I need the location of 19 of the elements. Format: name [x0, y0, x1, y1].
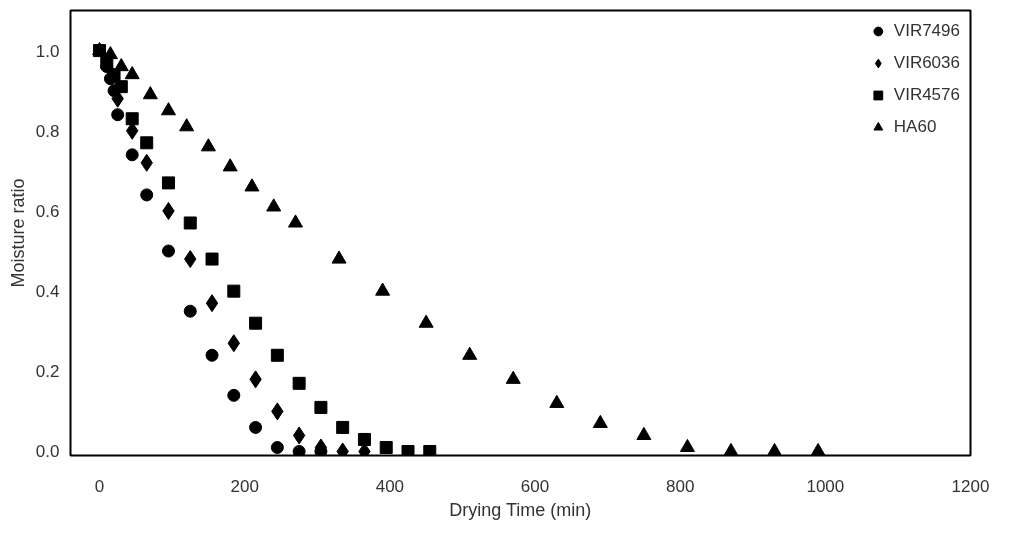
legend-label: VIR4576 [893, 85, 960, 105]
y-tick-label: 1.0 [35, 41, 60, 61]
x-tick-label: 1200 [951, 476, 990, 496]
y-tick-label: 0.6 [35, 201, 60, 221]
y-axis-title: Moisture ratio [7, 178, 28, 288]
x-tick-label: 200 [230, 476, 259, 496]
x-tick-label: 600 [520, 476, 550, 496]
legend-label: VIR6036 [893, 53, 960, 73]
y-tick-label: 0.0 [35, 442, 60, 462]
x-tick-label: 400 [375, 476, 405, 496]
x-axis-title: Drying Time (min) [449, 499, 592, 520]
legend-label: HA60 [893, 117, 937, 137]
x-tick-label: 0 [94, 476, 105, 496]
x-tick-label: 1000 [806, 476, 845, 496]
y-tick-label: 0.2 [35, 362, 60, 382]
y-tick-label: 0.8 [35, 121, 60, 141]
legend-label: VIR7496 [893, 21, 960, 41]
y-tick-label: 0.4 [35, 282, 60, 302]
x-tick-label: 800 [666, 476, 695, 496]
